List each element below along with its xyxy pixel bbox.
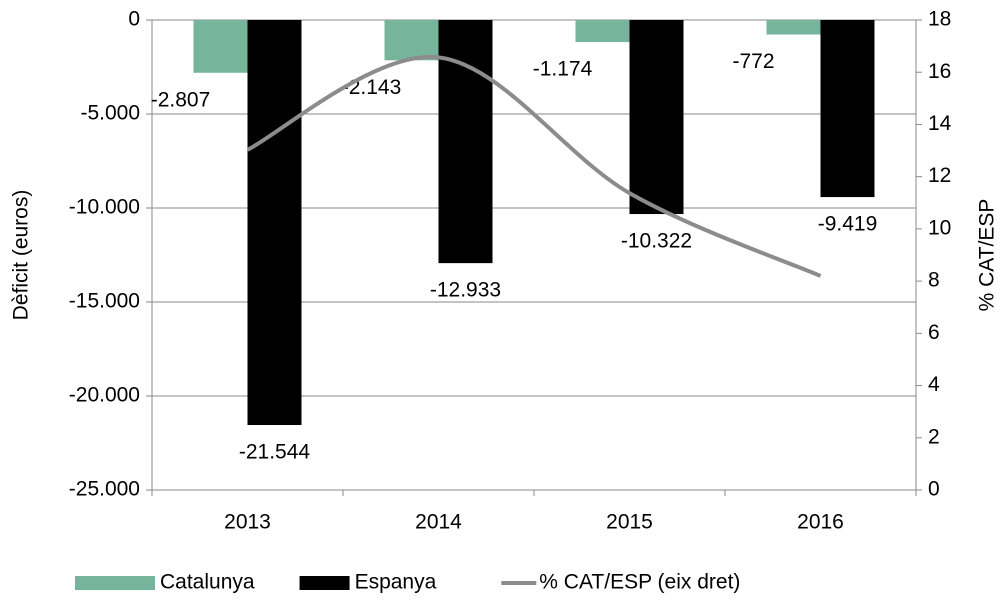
data-label: -12.933	[430, 279, 501, 302]
bar	[384, 20, 439, 61]
y2-tick-label: 8	[928, 269, 940, 292]
x-tick-label: 2016	[797, 511, 844, 534]
data-label: -10.322	[621, 230, 692, 253]
legend-swatch	[75, 576, 155, 590]
bar	[247, 20, 302, 426]
bar	[766, 20, 821, 35]
data-label: -2.807	[151, 88, 211, 111]
y2-tick-label: 6	[928, 321, 940, 344]
data-label: -9.419	[818, 213, 878, 236]
bar	[438, 20, 493, 264]
y-tick-label: -5.000	[80, 102, 140, 125]
y-tick-label: -10.000	[69, 196, 140, 219]
bar	[629, 20, 684, 215]
data-label: -21.544	[239, 441, 311, 464]
y2-tick-label: 0	[928, 478, 940, 501]
y-tick-label: -20.000	[69, 384, 140, 407]
x-tick-label: 2013	[224, 511, 271, 534]
legend-label: % CAT/ESP (eix dret)	[539, 571, 740, 594]
data-label: -772	[732, 50, 774, 73]
data-label: -2.143	[342, 76, 402, 99]
y2-tick-label: 4	[928, 373, 940, 396]
y2-tick-label: 18	[928, 8, 951, 31]
y2-tick-label: 2	[928, 425, 940, 448]
y-tick-label: -15.000	[69, 290, 140, 313]
legend-label: Espanya	[355, 571, 437, 594]
data-label: -1.174	[533, 58, 593, 81]
y2-tick-label: 14	[928, 112, 952, 135]
y2-axis-title: % CAT/ESP	[976, 199, 999, 312]
legend-swatch	[299, 576, 350, 590]
y-tick-label: 0	[128, 8, 140, 31]
x-tick-label: 2014	[415, 511, 462, 534]
legend-label: Catalunya	[160, 571, 255, 594]
x-tick-label: 2015	[606, 511, 653, 534]
y-axis-title: Dèficit (euros)	[10, 190, 33, 321]
bar	[820, 20, 875, 198]
line	[246, 55, 822, 278]
y2-tick-label: 12	[928, 164, 951, 187]
y-tick-label: -25.000	[69, 478, 140, 501]
y2-tick-label: 10	[928, 216, 951, 239]
y2-tick-label: 16	[928, 60, 951, 83]
bar	[575, 20, 630, 43]
bar	[193, 20, 248, 73]
